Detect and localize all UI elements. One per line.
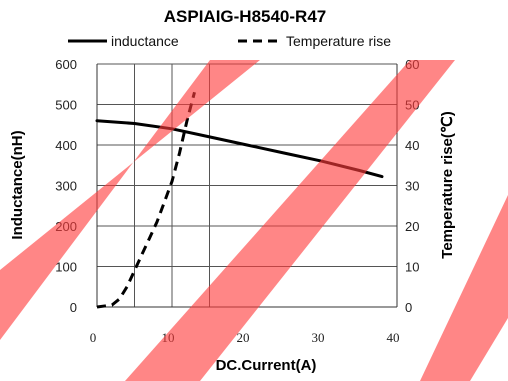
y-tick-label: 600 [55,57,77,72]
y2-tick-label: 30 [405,179,419,194]
legend-label-inductance: inductance [111,33,179,49]
y2-tick-label: 0 [405,300,412,315]
y-tick-label: 100 [55,260,77,275]
y-tick-label: 400 [55,138,77,153]
x-tick-label: 40 [387,330,400,345]
y-tick-label: 300 [55,179,77,194]
y2-tick-label: 10 [405,260,419,275]
y-axis-label: Inductance(nH) [9,130,26,239]
watermark-band [125,60,455,381]
series-line-temperature-rise [96,91,196,309]
x-tick-label: 20 [237,330,250,345]
watermark-band [420,195,508,381]
watermark [0,60,508,381]
x-tick-label: 30 [312,330,325,345]
y2-tick-label: 20 [405,219,419,234]
x-axis-label: DC.Current(A) [216,357,317,374]
x-tick-label: 0 [90,330,97,345]
y-tick-label: 500 [55,98,77,113]
y-tick-label: 0 [70,300,77,315]
legend-label-temperature-rise: Temperature rise [286,33,391,49]
legend: inductance Temperature rise [68,33,391,49]
y2-axis-label: Temperature rise(℃) [439,111,456,258]
chart-title: ASPIAIG-H8540-R47 [164,7,327,26]
y2-tick-label: 40 [405,138,419,153]
